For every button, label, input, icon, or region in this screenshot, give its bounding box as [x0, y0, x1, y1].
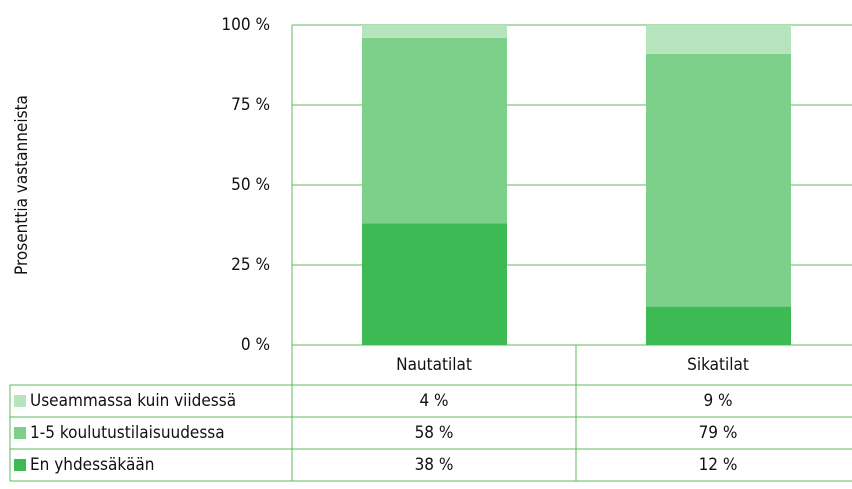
value-label: 4 % [419, 391, 448, 411]
y-tick-label: 0 % [241, 335, 270, 355]
y-tick-label: 100 % [221, 15, 270, 35]
y-axis-label: Prosenttia vastanneista [12, 95, 32, 275]
value-label: 58 % [415, 423, 454, 443]
value-label: 38 % [415, 455, 454, 475]
value-label: 79 % [699, 423, 738, 443]
legend-swatch [14, 459, 26, 471]
value-label: 12 % [699, 455, 738, 475]
legend-swatch [14, 427, 26, 439]
bar-segment [646, 25, 791, 54]
bar-segment [362, 223, 507, 345]
value-label: 9 % [703, 391, 732, 411]
bar-segment [646, 306, 791, 345]
bar-segment [362, 37, 507, 224]
y-tick-label: 75 % [231, 95, 270, 115]
legend-label: En yhdessäkään [30, 455, 154, 475]
y-tick-label: 25 % [231, 255, 270, 275]
bar-segment [362, 25, 507, 38]
bar-segment [646, 53, 791, 307]
x-tick-label: Nautatilat [396, 355, 472, 375]
x-tick-label: Sikatilat [687, 355, 749, 375]
legend-label: Useammassa kuin viidessä [30, 391, 236, 411]
legend-label: 1-5 koulutustilaisuudessa [30, 423, 225, 443]
legend-swatch [14, 395, 26, 407]
y-tick-label: 50 % [231, 175, 270, 195]
